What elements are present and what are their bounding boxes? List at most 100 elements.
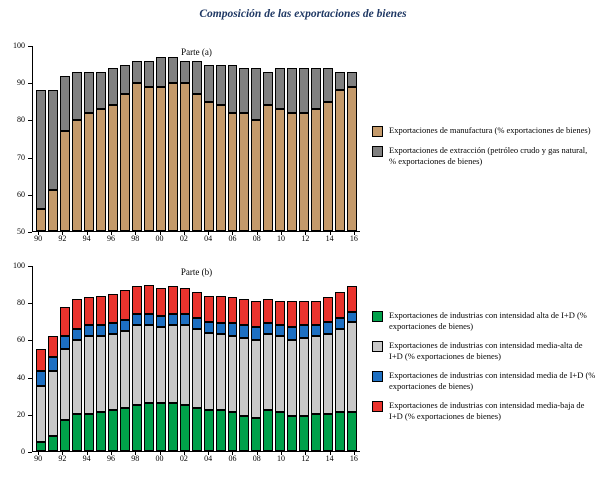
x-tick-label: 92 xyxy=(58,454,67,463)
x-tick-label: 02 xyxy=(179,234,188,243)
bar-segment-manufactura xyxy=(59,131,70,231)
bar-segment-intensidad-media xyxy=(275,325,286,337)
bar-1995 xyxy=(95,46,106,231)
bar-segment-intensidad-alta xyxy=(263,410,274,451)
bar-1996 xyxy=(107,46,118,231)
bar-segment-extraccion xyxy=(251,68,262,120)
bar-segment-manufactura xyxy=(215,105,226,231)
x-tick xyxy=(281,452,283,455)
bar-1992 xyxy=(59,46,70,231)
x-tick-label: 16 xyxy=(349,454,358,463)
x-tick-label: 12 xyxy=(301,454,310,463)
x-tick-label: 16 xyxy=(349,234,358,243)
bar-segment-intensidad-media-alta xyxy=(347,321,358,413)
x-tick xyxy=(232,232,234,235)
x-tick xyxy=(208,452,210,455)
x-tick-label: 10 xyxy=(277,454,286,463)
bar-segment-extraccion xyxy=(36,90,46,209)
bar-segment-intensidad-media xyxy=(311,325,322,337)
bar-segment-manufactura xyxy=(347,86,358,231)
bar-segment-intensidad-media-alta xyxy=(143,325,154,403)
bar-segment-manufactura xyxy=(335,90,346,231)
bar-segment-intensidad-media xyxy=(131,314,142,326)
bar-segment-manufactura xyxy=(227,112,238,231)
legend-label: Exportaciones de industrias con intensid… xyxy=(389,400,585,422)
bar-segment-intensidad-media xyxy=(323,321,334,335)
bar-segment-manufactura xyxy=(299,112,310,231)
y-tick xyxy=(28,452,32,453)
bar-segment-intensidad-media xyxy=(36,371,46,387)
bar-segment-extraccion xyxy=(71,71,82,120)
bar-2000 xyxy=(155,266,166,451)
x-tick-label: 90 xyxy=(34,454,43,463)
y-tick xyxy=(28,194,32,196)
plot-area-a: Parte (a) xyxy=(32,46,360,232)
x-tick xyxy=(305,452,307,455)
bar-2014 xyxy=(323,46,334,231)
bar-segment-intensidad-media-baja xyxy=(335,291,346,318)
bar-2003 xyxy=(191,46,202,231)
y-axis-b: 0 20 40 60 80 100 xyxy=(8,262,32,456)
x-tick xyxy=(305,232,307,235)
bar-segment-manufactura xyxy=(203,101,214,231)
bar-segment-manufactura xyxy=(143,86,154,231)
legend-item-intensidad-media-alta: Exportaciones de industrias con intensid… xyxy=(372,340,596,362)
y-tick-label: 90 xyxy=(17,78,25,88)
bars xyxy=(33,46,360,231)
bar-segment-intensidad-media-alta xyxy=(71,340,82,414)
legend-swatch-intensidad-media-baja xyxy=(372,401,383,413)
bar-segment-intensidad-media xyxy=(47,356,58,372)
bar-segment-intensidad-media-baja xyxy=(251,301,262,328)
legend-item-intensidad-media-baja: Exportaciones de industrias con intensid… xyxy=(372,400,596,422)
bar-1996 xyxy=(107,266,118,451)
bar-segment-intensidad-media-alta xyxy=(155,327,166,403)
legend-item-intensidad-alta: Exportaciones de industrias con intensid… xyxy=(372,310,596,332)
bar-segment-intensidad-media-alta xyxy=(107,334,118,411)
legend-label: Exportaciones de industrias con intensid… xyxy=(389,370,596,392)
bar-segment-intensidad-media-alta xyxy=(203,332,214,411)
bar-segment-manufactura xyxy=(275,108,286,231)
bar-2014 xyxy=(323,266,334,451)
bar-segment-intensidad-media-alta xyxy=(167,325,178,403)
bar-1993 xyxy=(71,266,82,451)
bar-segment-extraccion xyxy=(323,68,334,102)
bar-segment-intensidad-alta xyxy=(299,415,310,451)
y-tick-label: 20 xyxy=(17,409,25,419)
bar-segment-intensidad-alta xyxy=(203,410,214,451)
x-tick-label: 00 xyxy=(155,234,164,243)
bar-segment-manufactura xyxy=(239,112,250,231)
bar-2001 xyxy=(167,46,178,231)
bar-segment-intensidad-media-baja xyxy=(323,297,334,322)
x-tick xyxy=(329,232,331,235)
x-tick xyxy=(159,452,161,455)
bar-segment-intensidad-alta xyxy=(251,417,262,451)
bar-segment-intensidad-media-alta xyxy=(215,334,226,411)
bar-segment-intensidad-media-baja xyxy=(107,293,118,324)
legend-swatch-intensidad-media xyxy=(372,371,383,382)
bar-segment-intensidad-alta xyxy=(275,412,286,451)
x-tick-label: 96 xyxy=(106,234,115,243)
x-tick-label: 04 xyxy=(204,234,213,243)
x-tick-label: 98 xyxy=(131,454,140,463)
bar-segment-intensidad-media xyxy=(287,327,298,341)
legend-label: Exportaciones de industrias con intensid… xyxy=(389,309,587,331)
bar-segment-intensidad-media-baja xyxy=(155,288,166,316)
bar-segment-extraccion xyxy=(239,68,250,113)
bar-segment-manufactura xyxy=(191,94,202,231)
bar-segment-intensidad-media xyxy=(167,314,178,326)
bar-segment-extraccion xyxy=(59,75,70,132)
bar-segment-intensidad-alta xyxy=(239,415,250,451)
bar-segment-intensidad-media-baja xyxy=(131,286,142,315)
bar-segment-intensidad-media xyxy=(335,317,346,329)
bar-segment-manufactura xyxy=(167,83,178,231)
bar-2016 xyxy=(347,46,358,231)
plot-title: Parte (b) xyxy=(180,267,213,277)
bar-segment-intensidad-alta xyxy=(287,415,298,451)
bars xyxy=(33,266,360,451)
bar-segment-extraccion xyxy=(143,60,154,87)
x-tick-label: 14 xyxy=(325,234,334,243)
bar-segment-manufactura xyxy=(131,83,142,231)
bar-segment-manufactura xyxy=(179,83,190,231)
x-tick xyxy=(159,232,161,235)
x-tick xyxy=(135,232,137,235)
